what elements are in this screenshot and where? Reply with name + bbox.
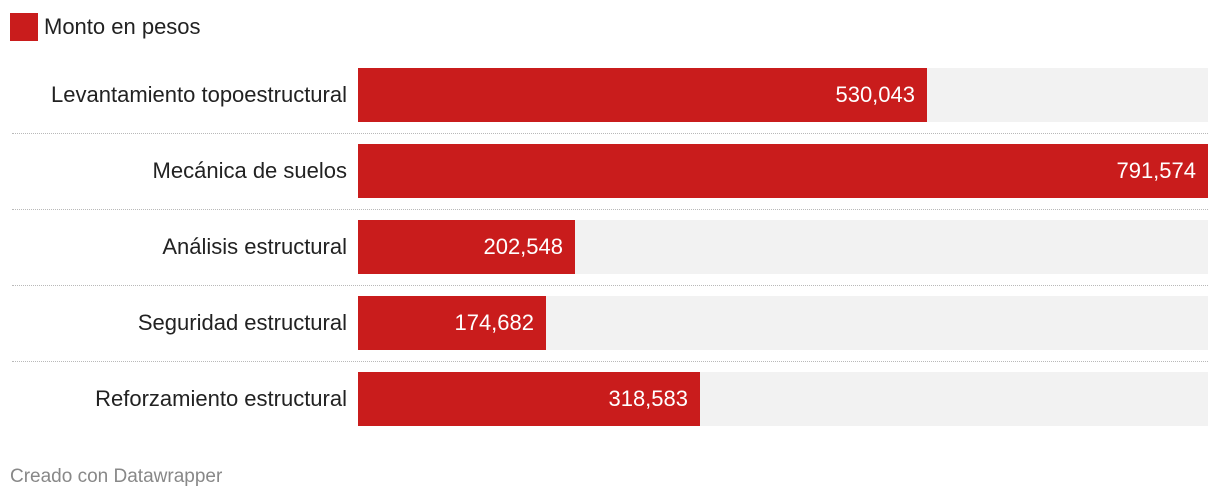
bar: 202,548 bbox=[358, 220, 575, 274]
bar-value-label: 318,583 bbox=[608, 386, 688, 411]
row-divider bbox=[12, 361, 1208, 362]
category-label: Reforzamiento estructural bbox=[95, 386, 347, 411]
bar-track: 530,043 bbox=[358, 68, 1208, 122]
bar: 791,574 bbox=[358, 144, 1208, 198]
bar-value-label: 202,548 bbox=[483, 234, 563, 259]
bar-track: 791,574 bbox=[358, 144, 1208, 198]
bar-value-label: 174,682 bbox=[454, 310, 534, 335]
category-label: Mecánica de suelos bbox=[152, 158, 347, 183]
row-divider bbox=[12, 209, 1208, 210]
bar: 530,043 bbox=[358, 68, 927, 122]
bar: 318,583 bbox=[358, 372, 700, 426]
bar-track: 174,682 bbox=[358, 296, 1208, 350]
bar-row: Seguridad estructural 174,682 bbox=[0, 296, 1220, 350]
footer-credit: Creado con Datawrapper bbox=[10, 466, 223, 487]
bar-row: Mecánica de suelos 791,574 bbox=[0, 144, 1220, 198]
legend-swatch bbox=[10, 13, 38, 41]
bar-track: 202,548 bbox=[358, 220, 1208, 274]
bar: 174,682 bbox=[358, 296, 546, 350]
bar-value-label: 791,574 bbox=[1116, 158, 1196, 183]
row-divider bbox=[12, 133, 1208, 134]
bar-value-label: 530,043 bbox=[835, 82, 915, 107]
category-label: Análisis estructural bbox=[162, 234, 347, 259]
legend-label: Monto en pesos bbox=[44, 14, 201, 39]
bar-row: Levantamiento topoestructural 530,043 bbox=[0, 68, 1220, 122]
row-divider bbox=[12, 285, 1208, 286]
chart-legend: Monto en pesos bbox=[10, 12, 201, 42]
category-label: Seguridad estructural bbox=[137, 310, 347, 335]
bar-track: 318,583 bbox=[358, 372, 1208, 426]
bar-row: Análisis estructural 202,548 bbox=[0, 220, 1220, 274]
bar-row: Reforzamiento estructural 318,583 bbox=[0, 372, 1220, 426]
category-label: Levantamiento topoestructural bbox=[51, 82, 347, 107]
